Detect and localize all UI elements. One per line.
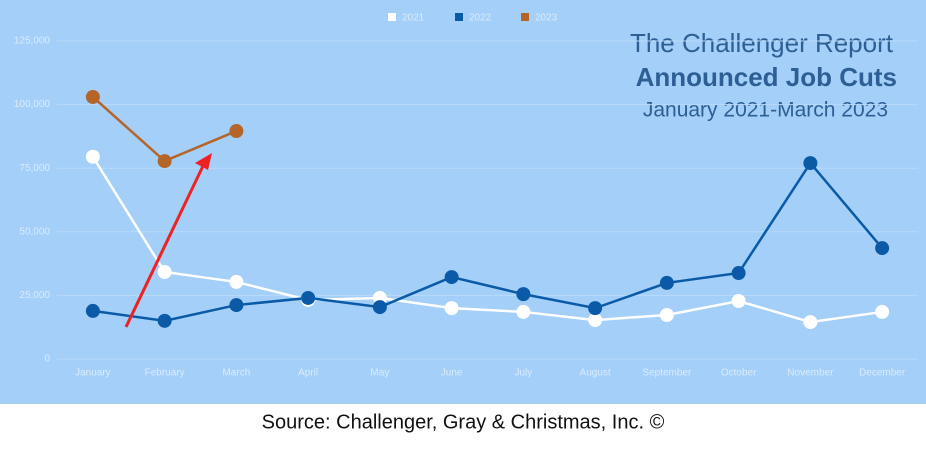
x-tick-label: November [787, 368, 834, 379]
chart-subtitle: Announced Job Cuts [636, 62, 897, 92]
series-line [91, 156, 883, 324]
y-tick-label: 100,000 [14, 99, 51, 110]
x-tick-label: December [859, 368, 906, 379]
chart-title: The Challenger Report [630, 28, 894, 58]
x-tick-label: September [642, 368, 692, 379]
legend-swatch [455, 13, 463, 21]
data-point [157, 313, 172, 328]
data-point [229, 298, 244, 313]
data-point [229, 274, 244, 289]
legend-label: 2022 [469, 13, 492, 24]
data-point [731, 293, 746, 308]
x-tick-label: May [370, 368, 389, 379]
x-tick-label: June [441, 368, 463, 379]
data-point [803, 156, 818, 171]
data-point [444, 270, 459, 285]
data-point [229, 124, 244, 139]
arrow [124, 153, 212, 328]
x-tick-label: August [580, 368, 611, 379]
series-line [92, 161, 884, 323]
data-point [875, 241, 890, 256]
y-tick-label: 50,000 [19, 226, 50, 237]
data-point [157, 154, 172, 169]
data-point [85, 89, 100, 104]
y-tick-label: 75,000 [19, 163, 50, 174]
data-point [372, 300, 387, 315]
data-point [516, 287, 531, 302]
y-tick-label: 25,000 [19, 290, 50, 301]
legend-label: 2021 [402, 13, 425, 24]
data-point [803, 315, 818, 330]
plot-background [0, 0, 926, 404]
x-tick-label: March [222, 368, 250, 379]
data-point [85, 149, 100, 164]
y-tick-label: 125,000 [14, 36, 51, 47]
data-point [301, 290, 316, 305]
legend-swatch [521, 13, 529, 21]
data-point [659, 307, 674, 322]
x-tick-label: July [514, 368, 532, 379]
source-note: Source: Challenger, Gray & Christmas, In… [262, 411, 665, 433]
x-tick-label: February [145, 368, 185, 379]
data-point [731, 266, 746, 281]
x-tick-label: January [75, 368, 111, 379]
legend-swatch [388, 13, 396, 21]
legend-label: 2023 [535, 13, 558, 24]
data-point [588, 313, 603, 328]
data-point [444, 301, 459, 316]
data-point [516, 304, 531, 319]
data-point [659, 275, 674, 290]
data-point [588, 301, 603, 316]
chart-period: January 2021-March 2023 [643, 99, 888, 122]
data-point [875, 304, 890, 319]
data-point [85, 303, 100, 318]
marks: 0 25,000 50,000 75,000 100,000 125,000 January… [14, 13, 918, 379]
x-tick-label: October [721, 368, 757, 379]
data-point [157, 264, 172, 279]
x-tick-label: April [298, 368, 318, 379]
y-tick-label: 0 [44, 354, 50, 365]
